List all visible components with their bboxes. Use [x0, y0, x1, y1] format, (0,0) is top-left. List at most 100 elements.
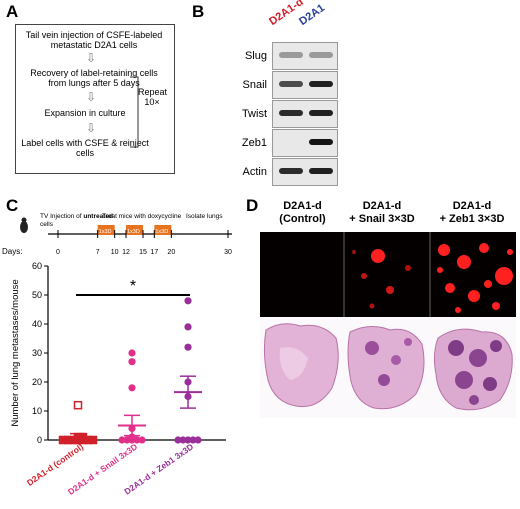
timeline-day-label: 17	[150, 249, 158, 256]
blot-band	[309, 168, 333, 174]
data-point	[184, 436, 192, 444]
blot-band	[279, 52, 303, 58]
data-point	[194, 436, 202, 444]
data-point	[128, 384, 136, 392]
data-point	[133, 436, 141, 444]
blot-band	[309, 139, 333, 145]
timeline-day-label: 20	[167, 249, 175, 256]
mouse-icon	[20, 217, 28, 233]
col-header-zeb1: D2A1-d + Zeb1 3×3D	[427, 200, 517, 226]
treatment-timeline: TV Injection of untreated cells Treat mi…	[2, 213, 232, 256]
blot-band	[309, 52, 333, 58]
workflow-step-1: Tail vein injection of CSFE-labeled meta…	[25, 30, 163, 50]
y-tick-label: 0	[37, 435, 42, 445]
blot-label-zeb1: Zeb1	[241, 137, 267, 149]
blot-band	[279, 168, 303, 174]
y-tick-label: 50	[32, 290, 42, 300]
fluorescent-metastasis	[495, 267, 513, 285]
fluorescent-metastasis	[438, 244, 450, 256]
data-point	[123, 436, 131, 444]
fluorescent-metastasis	[468, 290, 480, 302]
timeline-title-pre: TV Injection of	[40, 213, 83, 220]
col-header-line2: + Snail 3×3D	[349, 213, 415, 225]
timeline-day-label: 12	[122, 249, 130, 256]
treatment-block-label: 1x3D	[127, 229, 140, 235]
fluorescent-metastasis	[437, 267, 443, 273]
fluorescence-images	[260, 232, 516, 317]
fluorescent-metastasis	[405, 265, 411, 271]
fluorescent-metastasis	[386, 286, 394, 294]
treat-label: Treat mice with doxycycline	[102, 213, 182, 220]
timeline-day-label: 7	[96, 249, 100, 256]
down-arrow-icon: ⇩	[86, 51, 97, 65]
blot-band	[309, 81, 333, 87]
data-point	[184, 323, 192, 331]
timeline-day-label: 0	[56, 249, 60, 256]
repeat-bracket	[130, 76, 139, 148]
lane-label-d2a1-d: D2A1-d	[267, 0, 306, 28]
workflow-step-4: Label cells with CSFE & reinject cells	[21, 138, 149, 158]
panel-label-b: B	[192, 2, 205, 21]
blot-band	[309, 110, 333, 116]
fluorescent-metastasis	[457, 255, 471, 269]
fluorescent-metastasis	[492, 302, 500, 310]
y-tick-label: 10	[32, 406, 42, 416]
blot-label-actin: Actin	[242, 166, 267, 178]
fluorescent-metastasis	[371, 249, 385, 263]
treatment-block-label: 1x3D	[155, 229, 168, 235]
isolate-label: Isolate lungs	[186, 213, 223, 220]
col-header-snail: D2A1-d + Snail 3×3D	[340, 200, 424, 226]
data-point	[118, 436, 126, 444]
treatment-block	[97, 225, 115, 235]
blot-strip-twist	[272, 100, 338, 128]
fluorescent-metastasis	[484, 280, 492, 288]
data-point	[174, 436, 182, 444]
data-point	[128, 436, 136, 444]
data-point	[138, 436, 146, 444]
timeline-day-label: 30	[224, 249, 232, 256]
y-tick-label: 60	[32, 262, 42, 271]
col-header-line1: D2A1-d	[362, 200, 402, 212]
timeline-title-post: cells	[40, 221, 54, 228]
data-point	[88, 435, 98, 445]
down-arrow-icon: ⇩	[86, 90, 97, 104]
blot-label-twist: Twist	[241, 108, 267, 120]
data-point	[58, 435, 68, 445]
timeline-day-label: 15	[139, 249, 147, 256]
fluorescent-metastasis	[507, 249, 513, 255]
panel-label-c: C	[6, 196, 19, 215]
timeline-day-label: 10	[111, 249, 119, 256]
lung-section-zeb1	[433, 328, 513, 411]
repeat-label: Repeat 10×	[138, 87, 168, 107]
days-label: Days:	[2, 247, 22, 256]
data-point	[73, 400, 83, 410]
lane-labels: D2A1-d D2A1	[267, 0, 340, 36]
treatment-block	[154, 225, 172, 235]
treatment-block	[126, 225, 143, 235]
blot-strip-zeb1	[272, 129, 338, 157]
fluorescent-metastasis	[455, 307, 461, 313]
y-tick-label: 20	[32, 377, 42, 387]
blot-band	[279, 81, 303, 87]
blot-strip-snail	[272, 71, 338, 99]
blot-strip-slug	[272, 42, 338, 70]
data-point	[128, 358, 136, 366]
col-header-control: D2A1-d (Control)	[265, 200, 340, 226]
fluorescent-metastasis	[369, 303, 375, 309]
blot-strip-actin	[272, 158, 338, 186]
col-header-line1: D2A1-d	[283, 200, 322, 212]
treatment-block-label: 1x3D	[99, 229, 112, 235]
panel-label-d: D	[246, 196, 259, 215]
y-tick-label: 30	[32, 348, 42, 358]
col-header-line1: D2A1-d	[452, 200, 492, 212]
blot-label-slug: Slug	[244, 50, 267, 62]
fluorescent-metastasis	[352, 250, 356, 254]
y-tick-label: 40	[32, 319, 42, 329]
timeline-title-bold: untreated	[83, 213, 113, 220]
data-point	[184, 343, 192, 351]
down-arrow-icon: ⇩	[86, 121, 97, 135]
significance-star: *	[130, 278, 136, 295]
workflow-step-3: Expansion in culture	[44, 108, 126, 118]
panel-label-a: A	[6, 2, 19, 21]
lung-section-control	[263, 323, 339, 408]
